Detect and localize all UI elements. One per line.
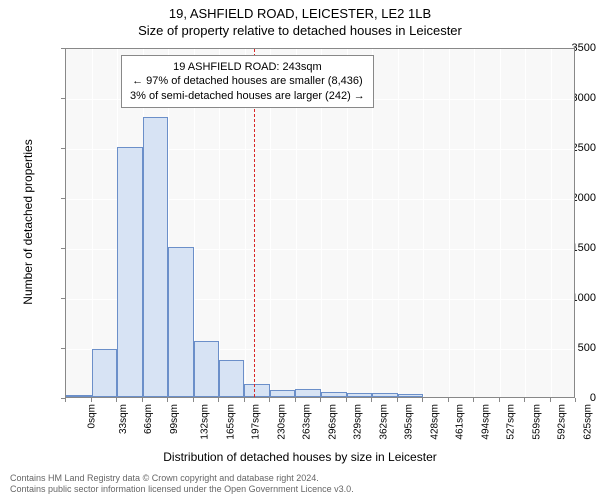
x-tick-label: 527sqm	[506, 404, 517, 440]
histogram-bar	[295, 389, 321, 397]
info-box-line: ← 97% of detached houses are smaller (8,…	[130, 74, 365, 88]
x-tick-label: 263sqm	[302, 404, 313, 440]
x-tick-label: 132sqm	[200, 404, 211, 440]
histogram-bar	[194, 341, 220, 397]
x-tick-label: 230sqm	[276, 404, 287, 440]
chart-plot-area: 19 ASHFIELD ROAD: 243sqm← 97% of detache…	[65, 48, 575, 398]
histogram-bar	[92, 349, 118, 397]
x-tick-label: 296sqm	[327, 404, 338, 440]
histogram-bar	[321, 392, 347, 397]
info-box-line: 3% of semi-detached houses are larger (2…	[130, 89, 365, 103]
title-sub: Size of property relative to detached ho…	[0, 21, 600, 38]
histogram-bar	[66, 395, 92, 397]
histogram-bar	[117, 147, 143, 397]
histogram-bar	[398, 394, 424, 397]
histogram-bar	[270, 390, 296, 397]
x-tick-label: 494sqm	[480, 404, 491, 440]
info-box-line: 19 ASHFIELD ROAD: 243sqm	[130, 60, 365, 74]
histogram-bar	[168, 247, 194, 397]
x-tick-label: 592sqm	[557, 404, 568, 440]
x-tick-label: 197sqm	[251, 404, 262, 440]
x-tick-label: 0sqm	[86, 404, 97, 428]
x-tick-label: 33sqm	[118, 404, 129, 434]
histogram-bar	[143, 117, 169, 397]
x-axis-label: Distribution of detached houses by size …	[0, 450, 600, 464]
x-tick-label: 395sqm	[404, 404, 415, 440]
y-axis-label: Number of detached properties	[21, 122, 35, 322]
histogram-bar	[219, 360, 245, 397]
histogram-bar	[244, 384, 270, 397]
footer-attribution: Contains HM Land Registry data © Crown c…	[0, 473, 364, 496]
footer-line1: Contains HM Land Registry data © Crown c…	[10, 473, 354, 485]
x-tick-label: 329sqm	[353, 404, 364, 440]
histogram-bar	[372, 393, 398, 397]
histogram-bar	[347, 393, 373, 397]
x-tick-label: 165sqm	[225, 404, 236, 440]
x-tick-label: 99sqm	[169, 404, 180, 434]
title-main: 19, ASHFIELD ROAD, LEICESTER, LE2 1LB	[0, 0, 600, 21]
x-tick-label: 559sqm	[531, 404, 542, 440]
x-tick-label: 362sqm	[378, 404, 389, 440]
footer-line2: Contains public sector information licen…	[10, 484, 354, 496]
x-tick-label: 625sqm	[582, 404, 593, 440]
x-tick-label: 428sqm	[429, 404, 440, 440]
x-tick-label: 66sqm	[143, 404, 154, 434]
info-box: 19 ASHFIELD ROAD: 243sqm← 97% of detache…	[121, 55, 374, 108]
x-tick-label: 461sqm	[455, 404, 466, 440]
